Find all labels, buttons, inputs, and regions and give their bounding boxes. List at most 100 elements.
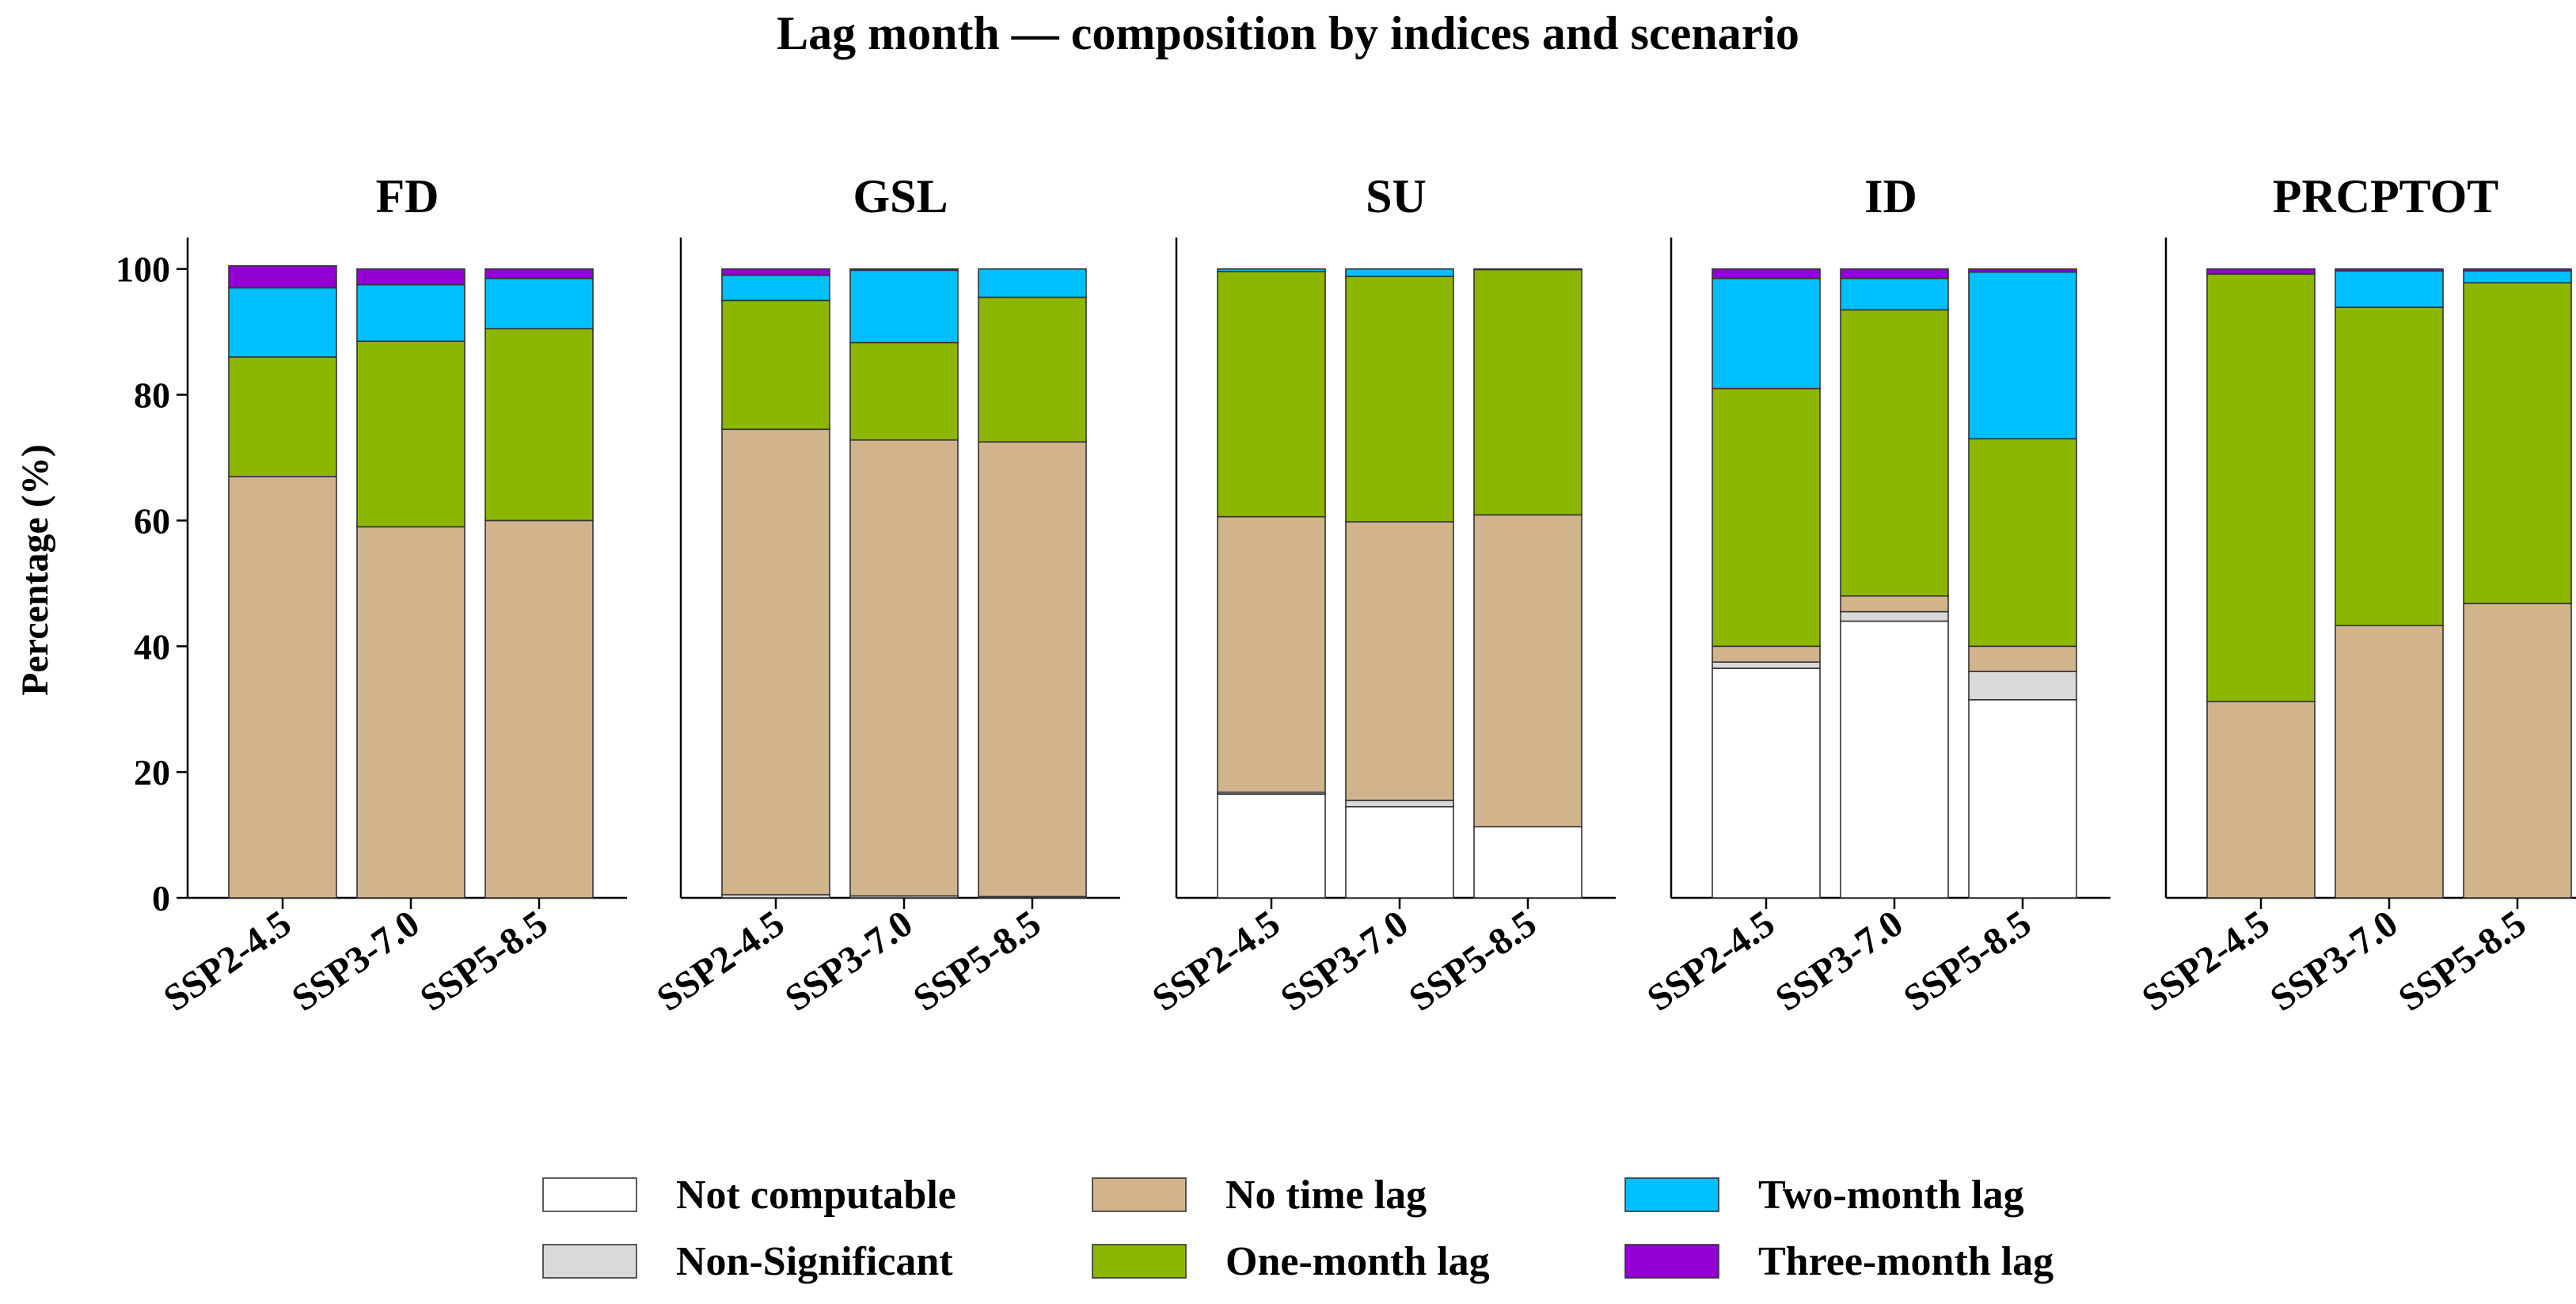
x-tick-label: SSP5-8.5 [906, 903, 1048, 1020]
bar-segment-non-significant [1840, 610, 1949, 622]
legend-item: Two-month lag [1624, 1173, 2024, 1218]
x-tick-label: SSP3-7.0 [2263, 903, 2405, 1020]
panel-title: SU [1366, 170, 1427, 222]
bar-segment-one-month-lag [1712, 387, 1821, 648]
bar-SSP2-4.5 [721, 268, 830, 899]
bar-segment-three-month-lag [2335, 268, 2444, 272]
bar-segment-no-time-lag [2206, 701, 2316, 899]
bar-SSP3-7.0 [2335, 268, 2444, 899]
legend-label: Not computable [676, 1173, 956, 1218]
panels: FD020406080100SSP2-4.5SSP3-7.0SSP5-8.5GS… [116, 170, 2576, 1020]
bar-segment-not-computable [1473, 826, 1582, 899]
bar-segment-no-time-lag [228, 476, 337, 899]
bar-segment-two-month-lag [1345, 268, 1454, 278]
y-axis-label: Percentage (%) [14, 444, 56, 696]
bar-segment-one-month-lag [356, 340, 465, 528]
bar-segment-one-month-lag [1840, 309, 1949, 597]
legend-label: Non-Significant [676, 1239, 953, 1284]
bar-segment-one-month-lag [1968, 438, 2077, 648]
bar-segment-three-month-lag [1968, 268, 2077, 273]
legend-label: Two-month lag [1758, 1173, 2024, 1218]
x-tick-label: SSP5-8.5 [2391, 903, 2533, 1020]
x-tick-label: SSP3-7.0 [284, 903, 427, 1020]
legend-item: Not computable [542, 1173, 956, 1218]
bar-segment-two-month-lag [978, 268, 1087, 298]
legend-swatch [1624, 1244, 1719, 1279]
bar-segment-no-time-lag [1712, 645, 1821, 663]
bar-segment-three-month-lag [1712, 268, 1821, 279]
bar-segment-one-month-lag [721, 299, 830, 431]
bar-segment-one-month-lag [1345, 276, 1454, 523]
bar-segment-three-month-lag [484, 268, 594, 279]
x-tick-label: SSP3-7.0 [1768, 903, 1910, 1020]
bar-segment-two-month-lag [356, 283, 465, 342]
legend-swatch [542, 1177, 637, 1212]
bar-segment-two-month-lag [1840, 277, 1949, 311]
legend-item: Non-Significant [542, 1239, 953, 1284]
legend: Not computable Non-Significant No time lag… [542, 1173, 2054, 1284]
y-tick-label: 80 [134, 375, 170, 416]
bar-segment-one-month-lag [978, 296, 1087, 443]
bar-segment-three-month-lag [2206, 268, 2316, 275]
bar-segment-one-month-lag [2463, 282, 2572, 605]
bar-segment-two-month-lag [228, 287, 337, 358]
y-tick-label: 60 [134, 500, 170, 541]
bar-segment-two-month-lag [2335, 270, 2444, 308]
y-tick-label: 20 [134, 752, 170, 793]
legend-swatch [542, 1244, 637, 1279]
bar-segment-non-significant [1345, 800, 1454, 808]
x-tick-label: SSP2-4.5 [1639, 903, 1782, 1020]
bar-segment-no-time-lag [356, 526, 465, 899]
bar-segment-three-month-lag [1840, 268, 1949, 279]
bar-segment-no-time-lag [1840, 595, 1949, 613]
x-tick-label: SSP5-8.5 [412, 903, 555, 1020]
legend-label: No time lag [1225, 1173, 1427, 1218]
bar-SSP5-8.5 [1968, 268, 2077, 899]
bar-SSP5-8.5 [1473, 268, 1582, 899]
bar-segment-non-significant [1712, 661, 1821, 669]
legend-label: Three-month lag [1758, 1239, 2054, 1284]
x-tick-label: SSP5-8.5 [1896, 903, 2038, 1020]
legend-swatch [1092, 1177, 1187, 1212]
bar-SSP3-7.0 [849, 268, 959, 899]
bar-segment-one-month-lag [484, 328, 594, 522]
bar-segment-no-time-lag [849, 439, 959, 897]
bar-segment-two-month-lag [1473, 268, 1582, 271]
bar-SSP2-4.5 [228, 264, 337, 899]
bar-segment-one-month-lag [2206, 273, 2316, 702]
bar-segment-non-significant [1968, 671, 2077, 701]
bar-segment-not-computable [1968, 698, 2077, 899]
bar-segment-no-time-lag [1217, 515, 1326, 793]
bar-SSP5-8.5 [978, 268, 1087, 899]
panel-title: FD [376, 170, 439, 222]
bar-segment-no-time-lag [1473, 514, 1582, 828]
legend-item: Three-month lag [1624, 1239, 2054, 1284]
bar-segment-one-month-lag [228, 356, 337, 477]
bar-segment-no-time-lag [1968, 645, 2077, 672]
bar-segment-three-month-lag [721, 268, 830, 276]
y-tick-label: 100 [116, 249, 170, 290]
bar-segment-not-computable [1345, 806, 1454, 899]
x-tick-label: SSP3-7.0 [777, 903, 920, 1020]
bar-segment-three-month-lag [356, 268, 465, 286]
bar-segment-no-time-lag [978, 441, 1087, 898]
bar-segment-one-month-lag [2335, 306, 2444, 626]
legend-item: One-month lag [1092, 1239, 1490, 1284]
bar-segment-two-month-lag [484, 277, 594, 329]
y-tick-label: 0 [152, 878, 170, 918]
bar-segment-two-month-lag [1712, 277, 1821, 390]
panel-title: ID [1864, 170, 1917, 222]
bar-segment-no-time-lag [2335, 625, 2444, 899]
panel-title: PRCPTOT [2273, 170, 2499, 222]
bar-segment-not-computable [1712, 667, 1821, 899]
bar-segment-one-month-lag [1473, 268, 1582, 516]
bar-segment-two-month-lag [1217, 268, 1326, 272]
bar-segment-two-month-lag [849, 269, 959, 344]
bar-SSP3-7.0 [1345, 268, 1454, 899]
